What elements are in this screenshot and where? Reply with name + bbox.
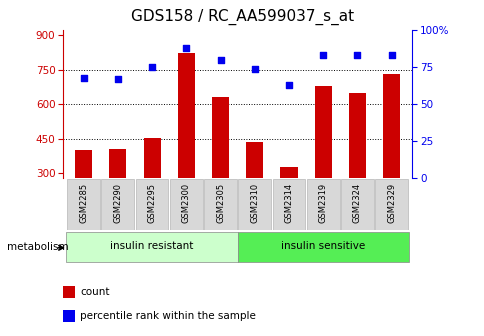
- Point: [353, 53, 361, 58]
- Text: GSM2319: GSM2319: [318, 183, 327, 223]
- FancyBboxPatch shape: [136, 179, 168, 229]
- Point: [250, 66, 258, 71]
- Bar: [348, 93, 365, 178]
- Text: percentile rank within the sample: percentile rank within the sample: [80, 311, 256, 321]
- FancyBboxPatch shape: [238, 179, 271, 229]
- Point: [114, 76, 121, 82]
- FancyBboxPatch shape: [169, 179, 202, 229]
- Text: GSM2305: GSM2305: [215, 183, 225, 223]
- Text: GSM2314: GSM2314: [284, 183, 293, 223]
- Bar: [314, 86, 331, 178]
- FancyBboxPatch shape: [340, 179, 373, 229]
- Point: [148, 65, 156, 70]
- FancyBboxPatch shape: [204, 179, 237, 229]
- FancyBboxPatch shape: [101, 179, 134, 229]
- Text: GSM2295: GSM2295: [147, 183, 156, 223]
- Bar: [143, 138, 160, 178]
- FancyBboxPatch shape: [272, 179, 305, 229]
- Text: count: count: [80, 287, 109, 297]
- Point: [79, 75, 87, 80]
- Bar: [75, 151, 92, 178]
- Text: GSM2300: GSM2300: [182, 183, 190, 223]
- Bar: [109, 149, 126, 178]
- Text: insulin sensitive: insulin sensitive: [281, 241, 364, 251]
- Text: insulin resistant: insulin resistant: [110, 241, 193, 251]
- Point: [318, 53, 326, 58]
- Text: GSM2310: GSM2310: [250, 183, 259, 223]
- Text: metabolism: metabolism: [7, 242, 69, 252]
- Text: GSM2290: GSM2290: [113, 183, 122, 223]
- FancyBboxPatch shape: [306, 179, 339, 229]
- Point: [387, 53, 395, 58]
- FancyBboxPatch shape: [237, 232, 408, 262]
- Text: GDS158 / RC_AA599037_s_at: GDS158 / RC_AA599037_s_at: [131, 8, 353, 25]
- Text: GSM2324: GSM2324: [352, 183, 361, 223]
- Bar: [177, 53, 195, 178]
- FancyBboxPatch shape: [66, 232, 237, 262]
- FancyBboxPatch shape: [375, 179, 408, 229]
- Bar: [280, 167, 297, 178]
- Point: [285, 82, 292, 88]
- Text: GSM2329: GSM2329: [386, 183, 395, 223]
- Text: GSM2285: GSM2285: [79, 183, 88, 223]
- Bar: [246, 142, 263, 178]
- Bar: [212, 97, 228, 178]
- Point: [182, 45, 190, 51]
- Bar: [382, 74, 399, 178]
- FancyBboxPatch shape: [67, 179, 100, 229]
- Point: [216, 57, 224, 62]
